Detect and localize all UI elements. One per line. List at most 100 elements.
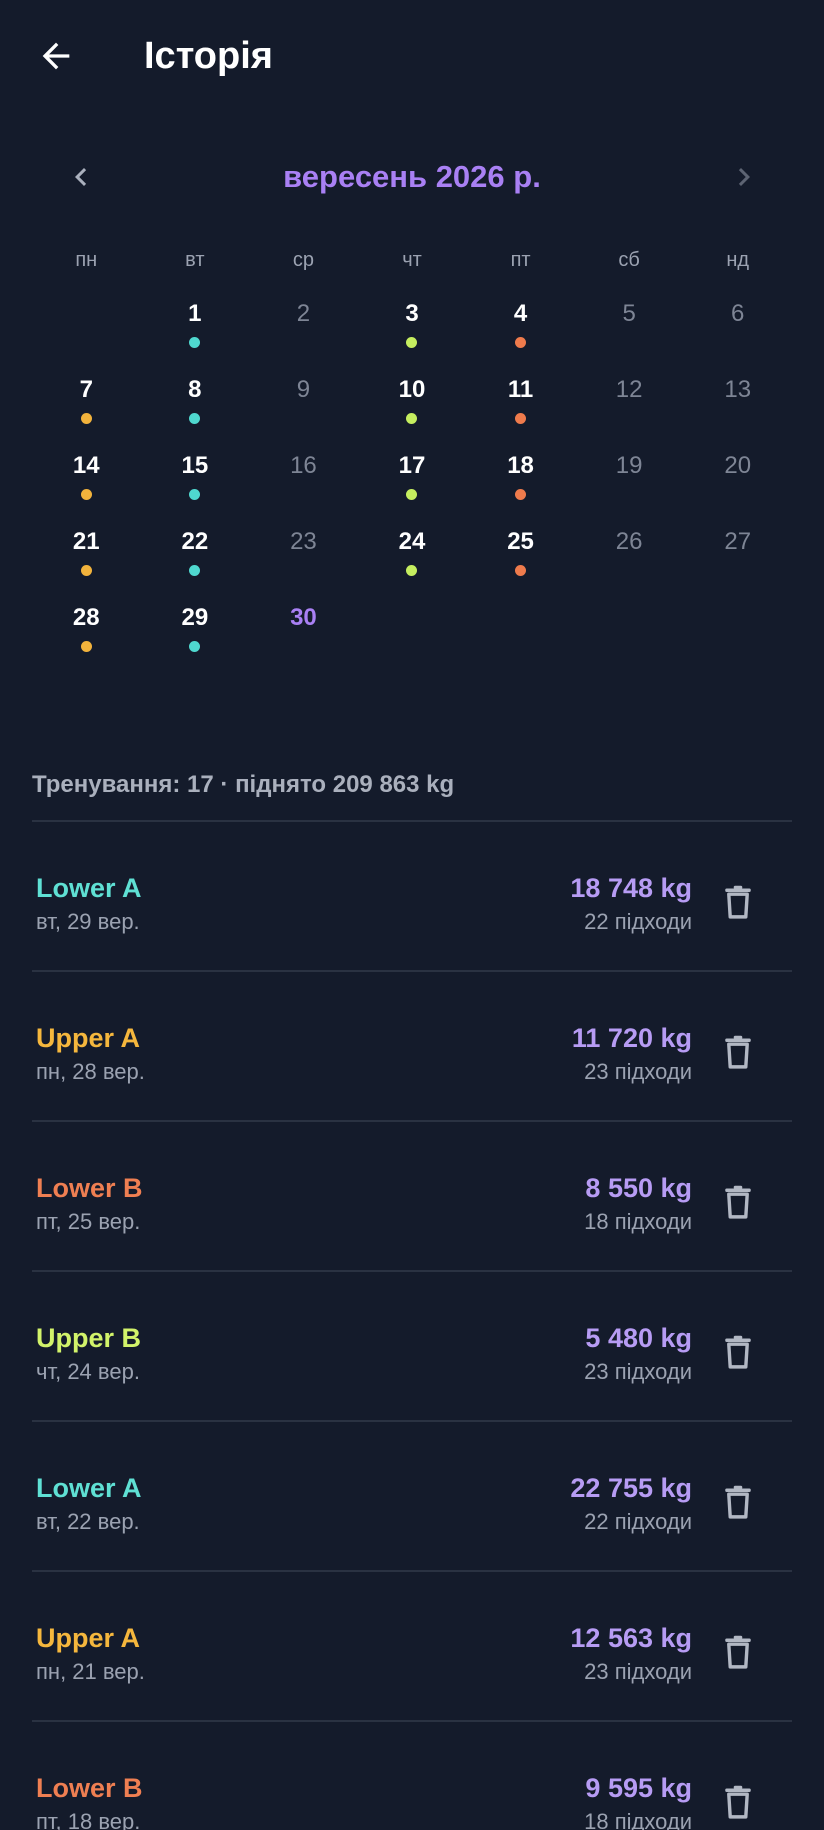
previous-month-button[interactable] xyxy=(54,150,108,204)
calendar-day[interactable]: 6 xyxy=(683,290,792,366)
calendar-day[interactable]: 11 xyxy=(466,366,575,442)
calendar-day-number: 29 xyxy=(181,604,209,631)
calendar-day[interactable]: 18 xyxy=(466,442,575,518)
workout-dot-indicator xyxy=(406,413,418,424)
calendar-empty-cell xyxy=(32,290,141,366)
calendar-day-number: 27 xyxy=(724,528,752,555)
calendar-day[interactable]: 13 xyxy=(683,366,792,442)
calendar-day[interactable]: 28 xyxy=(32,594,141,670)
calendar-day-number: 18 xyxy=(507,452,534,479)
calendar-day[interactable]: 7 xyxy=(32,366,141,442)
workout-list-item[interactable]: Lower B пт, 18 вер. 9 595 kg 18 підходи xyxy=(32,1722,792,1830)
workout-name: Lower B xyxy=(36,1773,143,1803)
calendar-day-number: 28 xyxy=(72,604,100,631)
calendar-day[interactable]: 30 xyxy=(249,594,358,670)
workout-name: Lower A xyxy=(36,873,142,903)
calendar-day[interactable]: 8 xyxy=(141,366,250,442)
back-button[interactable] xyxy=(30,30,82,82)
trash-icon xyxy=(725,885,751,919)
workout-list-item[interactable]: Upper B чт, 24 вер. 5 480 kg 23 підходи xyxy=(32,1272,792,1420)
delete-workout-button[interactable] xyxy=(716,876,760,928)
delete-workout-button[interactable] xyxy=(716,1176,760,1228)
calendar-day-number: 23 xyxy=(290,528,317,555)
calendar-day[interactable]: 15 xyxy=(141,442,250,518)
workout-list-item[interactable]: Lower A вт, 29 вер. 18 748 kg 22 підходи xyxy=(32,822,792,970)
delete-workout-button[interactable] xyxy=(716,1776,760,1828)
calendar-day-number: 5 xyxy=(622,300,636,327)
workout-date: пт, 18 вер. xyxy=(36,1809,141,1830)
calendar-day[interactable]: 27 xyxy=(683,518,792,594)
calendar-day[interactable]: 23 xyxy=(249,518,358,594)
workout-dot-indicator xyxy=(515,489,527,500)
calendar-day[interactable]: 12 xyxy=(575,366,684,442)
workout-dot-indicator xyxy=(406,565,418,576)
workout-list-item[interactable]: Lower B пт, 25 вер. 8 550 kg 18 підходи xyxy=(32,1122,792,1270)
calendar-day[interactable]: 17 xyxy=(358,442,467,518)
calendar-day[interactable]: 29 xyxy=(141,594,250,670)
calendar-day[interactable]: 3 xyxy=(358,290,467,366)
calendar-day[interactable]: 22 xyxy=(141,518,250,594)
workout-dot-indicator xyxy=(189,489,201,500)
workout-dot-indicator xyxy=(406,489,418,500)
trash-icon xyxy=(725,1035,751,1069)
calendar-day-number: 15 xyxy=(181,452,209,479)
workout-total-weight: 11 720 kg xyxy=(571,1023,692,1053)
calendar-day-number: 9 xyxy=(296,376,311,403)
delete-workout-button[interactable] xyxy=(716,1626,760,1678)
workout-list-item[interactable]: Upper A пн, 28 вер. 11 720 kg 23 підходи xyxy=(32,972,792,1120)
weekday-label: сб xyxy=(618,249,640,271)
calendar-day[interactable]: 19 xyxy=(575,442,684,518)
workout-dot-indicator xyxy=(189,413,201,424)
calendar-day[interactable]: 14 xyxy=(32,442,141,518)
divider xyxy=(32,820,792,822)
calendar-day[interactable]: 20 xyxy=(683,442,792,518)
calendar-day-number: 1 xyxy=(188,300,202,327)
workout-total-weight: 18 748 kg xyxy=(570,873,692,903)
workout-sets-count: 22 підходи xyxy=(584,1509,692,1534)
calendar-day-number: 4 xyxy=(513,300,528,327)
calendar-day[interactable]: 1 xyxy=(141,290,250,366)
calendar-day-number: 20 xyxy=(724,452,752,479)
workout-date: пн, 28 вер. xyxy=(36,1059,145,1084)
delete-workout-button[interactable] xyxy=(716,1026,760,1078)
calendar-day-number: 10 xyxy=(398,376,426,403)
workout-dot-indicator xyxy=(80,641,92,652)
calendar-day[interactable]: 24 xyxy=(358,518,467,594)
calendar-day[interactable]: 9 xyxy=(249,366,358,442)
workout-dot-indicator xyxy=(189,565,201,576)
calendar-day[interactable]: 21 xyxy=(32,518,141,594)
calendar-day[interactable]: 4 xyxy=(466,290,575,366)
workout-list-item[interactable]: Lower A вт, 22 вер. 22 755 kg 22 підходи xyxy=(32,1422,792,1570)
calendar-day-number: 11 xyxy=(507,376,534,403)
workout-total-weight: 5 480 kg xyxy=(585,1323,692,1353)
trash-icon xyxy=(725,1785,751,1819)
next-month-button[interactable] xyxy=(717,150,771,204)
trash-icon xyxy=(725,1635,751,1669)
workout-total-weight: 8 550 kg xyxy=(585,1173,692,1203)
calendar-grid: 1 2 3 4 5 6 7 8 9 10 11 12 13 14 15 16 17 18 19 20 21 22 23 24 2… xyxy=(32,290,792,670)
calendar-day-number: 24 xyxy=(398,528,426,555)
calendar-day[interactable]: 2 xyxy=(249,290,358,366)
weekday-label: чт xyxy=(402,249,422,271)
weekday-header: пн вт ср чт пт сб нд xyxy=(32,240,792,280)
weekday-label: пн xyxy=(75,249,98,271)
workout-sets-count: 23 підходи xyxy=(584,1059,692,1084)
weekday-label: нд xyxy=(726,249,750,271)
workout-dot-indicator xyxy=(80,413,92,424)
workout-dot-indicator xyxy=(515,337,527,348)
calendar-day[interactable]: 26 xyxy=(575,518,684,594)
app-bar: Історія xyxy=(0,0,824,112)
workout-list-item[interactable]: Upper A пн, 21 вер. 12 563 kg 23 підходи xyxy=(32,1572,792,1720)
workout-dot-indicator xyxy=(406,337,418,348)
delete-workout-button[interactable] xyxy=(716,1326,760,1378)
trash-icon xyxy=(725,1335,751,1369)
calendar-day[interactable]: 10 xyxy=(358,366,467,442)
calendar-day-number: 12 xyxy=(615,376,643,403)
calendar-day-number: 16 xyxy=(290,452,317,479)
calendar-day[interactable]: 5 xyxy=(575,290,684,366)
calendar-day[interactable]: 25 xyxy=(466,518,575,594)
calendar-day[interactable]: 16 xyxy=(249,442,358,518)
delete-workout-button[interactable] xyxy=(716,1476,760,1528)
workout-date: чт, 24 вер. xyxy=(36,1359,140,1384)
workout-total-weight: 12 563 kg xyxy=(570,1623,692,1653)
